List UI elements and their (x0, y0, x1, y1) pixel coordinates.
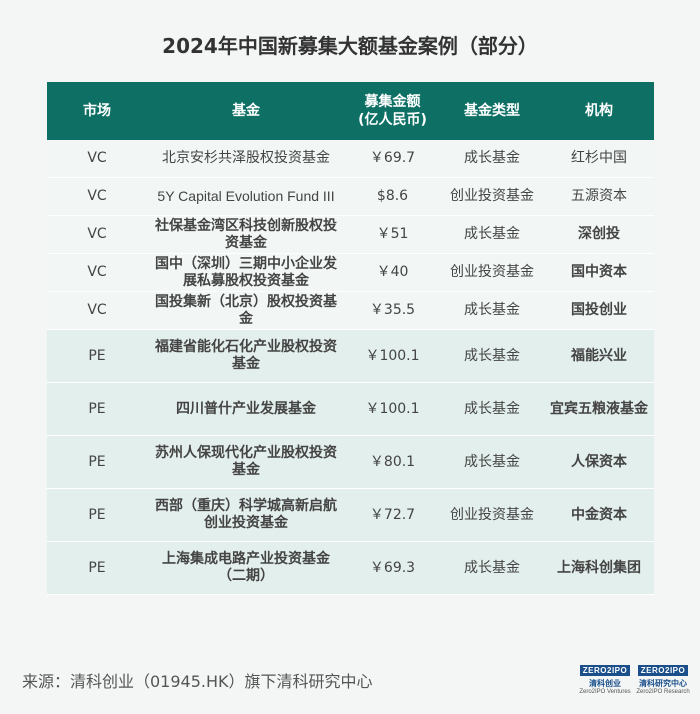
cell-amount: ￥100.1 (345, 329, 440, 383)
cell-fund: 苏州人保现代化产业股权投资基金 (147, 435, 345, 489)
cell-fund: 上海集成电路产业投资基金（二期） (147, 541, 345, 595)
cell-org: 五源资本 (544, 177, 654, 216)
cell-amount: ￥40 (345, 253, 440, 292)
cell-org: 深创投 (544, 215, 654, 254)
cell-market: VC (47, 291, 147, 330)
cell-fund: 社保基金湾区科技创新股权投资基金 (147, 215, 345, 254)
cell-amount: ￥100.1 (345, 382, 440, 436)
table-row: VC 国中（深圳）三期中小企业发展私募股权投资基金 ￥40 创业投资基金 国中资本 (47, 253, 654, 292)
cell-amount: ￥35.5 (345, 291, 440, 330)
logo-en: Zero2IPO Research (636, 689, 690, 695)
table-row: PE 四川普什产业发展基金 ￥100.1 成长基金 宜宾五粮液基金 (47, 382, 654, 436)
table-header-row: 市场 基金 募集金额 (亿人民币) 基金类型 机构 (47, 82, 654, 140)
cell-type: 成长基金 (440, 329, 544, 383)
header-type: 基金类型 (440, 82, 544, 140)
cell-fund: 四川普什产业发展基金 (147, 382, 345, 436)
header-org: 机构 (544, 82, 654, 140)
cell-market: VC (47, 177, 147, 216)
logo-en: Zero2IPO Ventures (579, 689, 631, 695)
table-row: VC 5Y Capital Evolution Fund III $8.6 创业投资基… (47, 177, 654, 216)
cell-amount: ￥69.7 (345, 140, 440, 178)
table-row: VC 社保基金湾区科技创新股权投资基金 ￥51 成长基金 深创投 (47, 215, 654, 254)
cell-org: 宜宾五粮液基金 (544, 382, 654, 436)
header-amount: 募集金额 (亿人民币) (345, 82, 440, 140)
zero2ipo-ventures-logo: ZERO2IPO 清科创业 Zero2IPO Ventures (578, 658, 632, 698)
cell-market: PE (47, 488, 147, 542)
cell-market: PE (47, 541, 147, 595)
cell-fund: 福建省能化石化产业股权投资基金 (147, 329, 345, 383)
cell-market: PE (47, 435, 147, 489)
cell-market: VC (47, 215, 147, 254)
cell-market: PE (47, 329, 147, 383)
logo-wordmark: ZERO2IPO (579, 665, 631, 676)
cell-amount: ￥69.3 (345, 541, 440, 595)
table-row: VC 北京安杉共泽股权投资基金 ￥69.7 成长基金 红杉中国 (47, 140, 654, 178)
logo-cn: 清科创业 (589, 679, 621, 688)
cell-fund: 国中（深圳）三期中小企业发展私募股权投资基金 (147, 253, 345, 292)
table-row: VC 国投集新（北京）股权投资基金 ￥35.5 成长基金 国投创业 (47, 291, 654, 330)
cell-fund: 国投集新（北京）股权投资基金 (147, 291, 345, 330)
cell-market: VC (47, 253, 147, 292)
cell-type: 成长基金 (440, 140, 544, 178)
cell-fund: 5Y Capital Evolution Fund III (147, 177, 345, 216)
cell-amount: $8.6 (345, 177, 440, 216)
cell-org: 上海科创集团 (544, 541, 654, 595)
cell-type: 成长基金 (440, 541, 544, 595)
cell-market: VC (47, 140, 147, 178)
cell-fund: 北京安杉共泽股权投资基金 (147, 140, 345, 178)
table-row: PE 上海集成电路产业投资基金（二期） ￥69.3 成长基金 上海科创集团 (47, 541, 654, 595)
cell-type: 创业投资基金 (440, 253, 544, 292)
cell-type: 成长基金 (440, 291, 544, 330)
cell-org: 福能兴业 (544, 329, 654, 383)
cell-org: 红杉中国 (544, 140, 654, 178)
zero2ipo-research-logo: ZERO2IPO 清科研究中心 Zero2IPO Research (636, 658, 690, 698)
header-fund: 基金 (147, 82, 345, 140)
cell-amount: ￥51 (345, 215, 440, 254)
cell-org: 中金资本 (544, 488, 654, 542)
cell-type: 成长基金 (440, 382, 544, 436)
page-title: 2024年中国新募集大额基金案例（部分） (162, 34, 538, 58)
logo-wordmark: ZERO2IPO (637, 665, 689, 676)
cell-fund: 西部（重庆）科学城高新启航创业投资基金 (147, 488, 345, 542)
logos: ZERO2IPO 清科创业 Zero2IPO Ventures ZERO2IPO… (578, 658, 690, 698)
header-market: 市场 (47, 82, 147, 140)
cell-type: 创业投资基金 (440, 177, 544, 216)
fund-table: 市场 基金 募集金额 (亿人民币) 基金类型 机构 VC 北京安杉共泽股权投资基金… (47, 82, 654, 595)
cell-org: 人保资本 (544, 435, 654, 489)
table-row: PE 西部（重庆）科学城高新启航创业投资基金 ￥72.7 创业投资基金 中金资本 (47, 488, 654, 542)
cell-org: 国投创业 (544, 291, 654, 330)
source-note: 来源：清科创业（01945.HK）旗下清科研究中心 (22, 672, 373, 691)
cell-type: 创业投资基金 (440, 488, 544, 542)
table-row: PE 苏州人保现代化产业股权投资基金 ￥80.1 成长基金 人保资本 (47, 435, 654, 489)
cell-amount: ￥80.1 (345, 435, 440, 489)
cell-type: 成长基金 (440, 215, 544, 254)
cell-market: PE (47, 382, 147, 436)
cell-type: 成长基金 (440, 435, 544, 489)
table-row: PE 福建省能化石化产业股权投资基金 ￥100.1 成长基金 福能兴业 (47, 329, 654, 383)
cell-org: 国中资本 (544, 253, 654, 292)
logo-cn: 清科研究中心 (639, 679, 687, 688)
cell-amount: ￥72.7 (345, 488, 440, 542)
